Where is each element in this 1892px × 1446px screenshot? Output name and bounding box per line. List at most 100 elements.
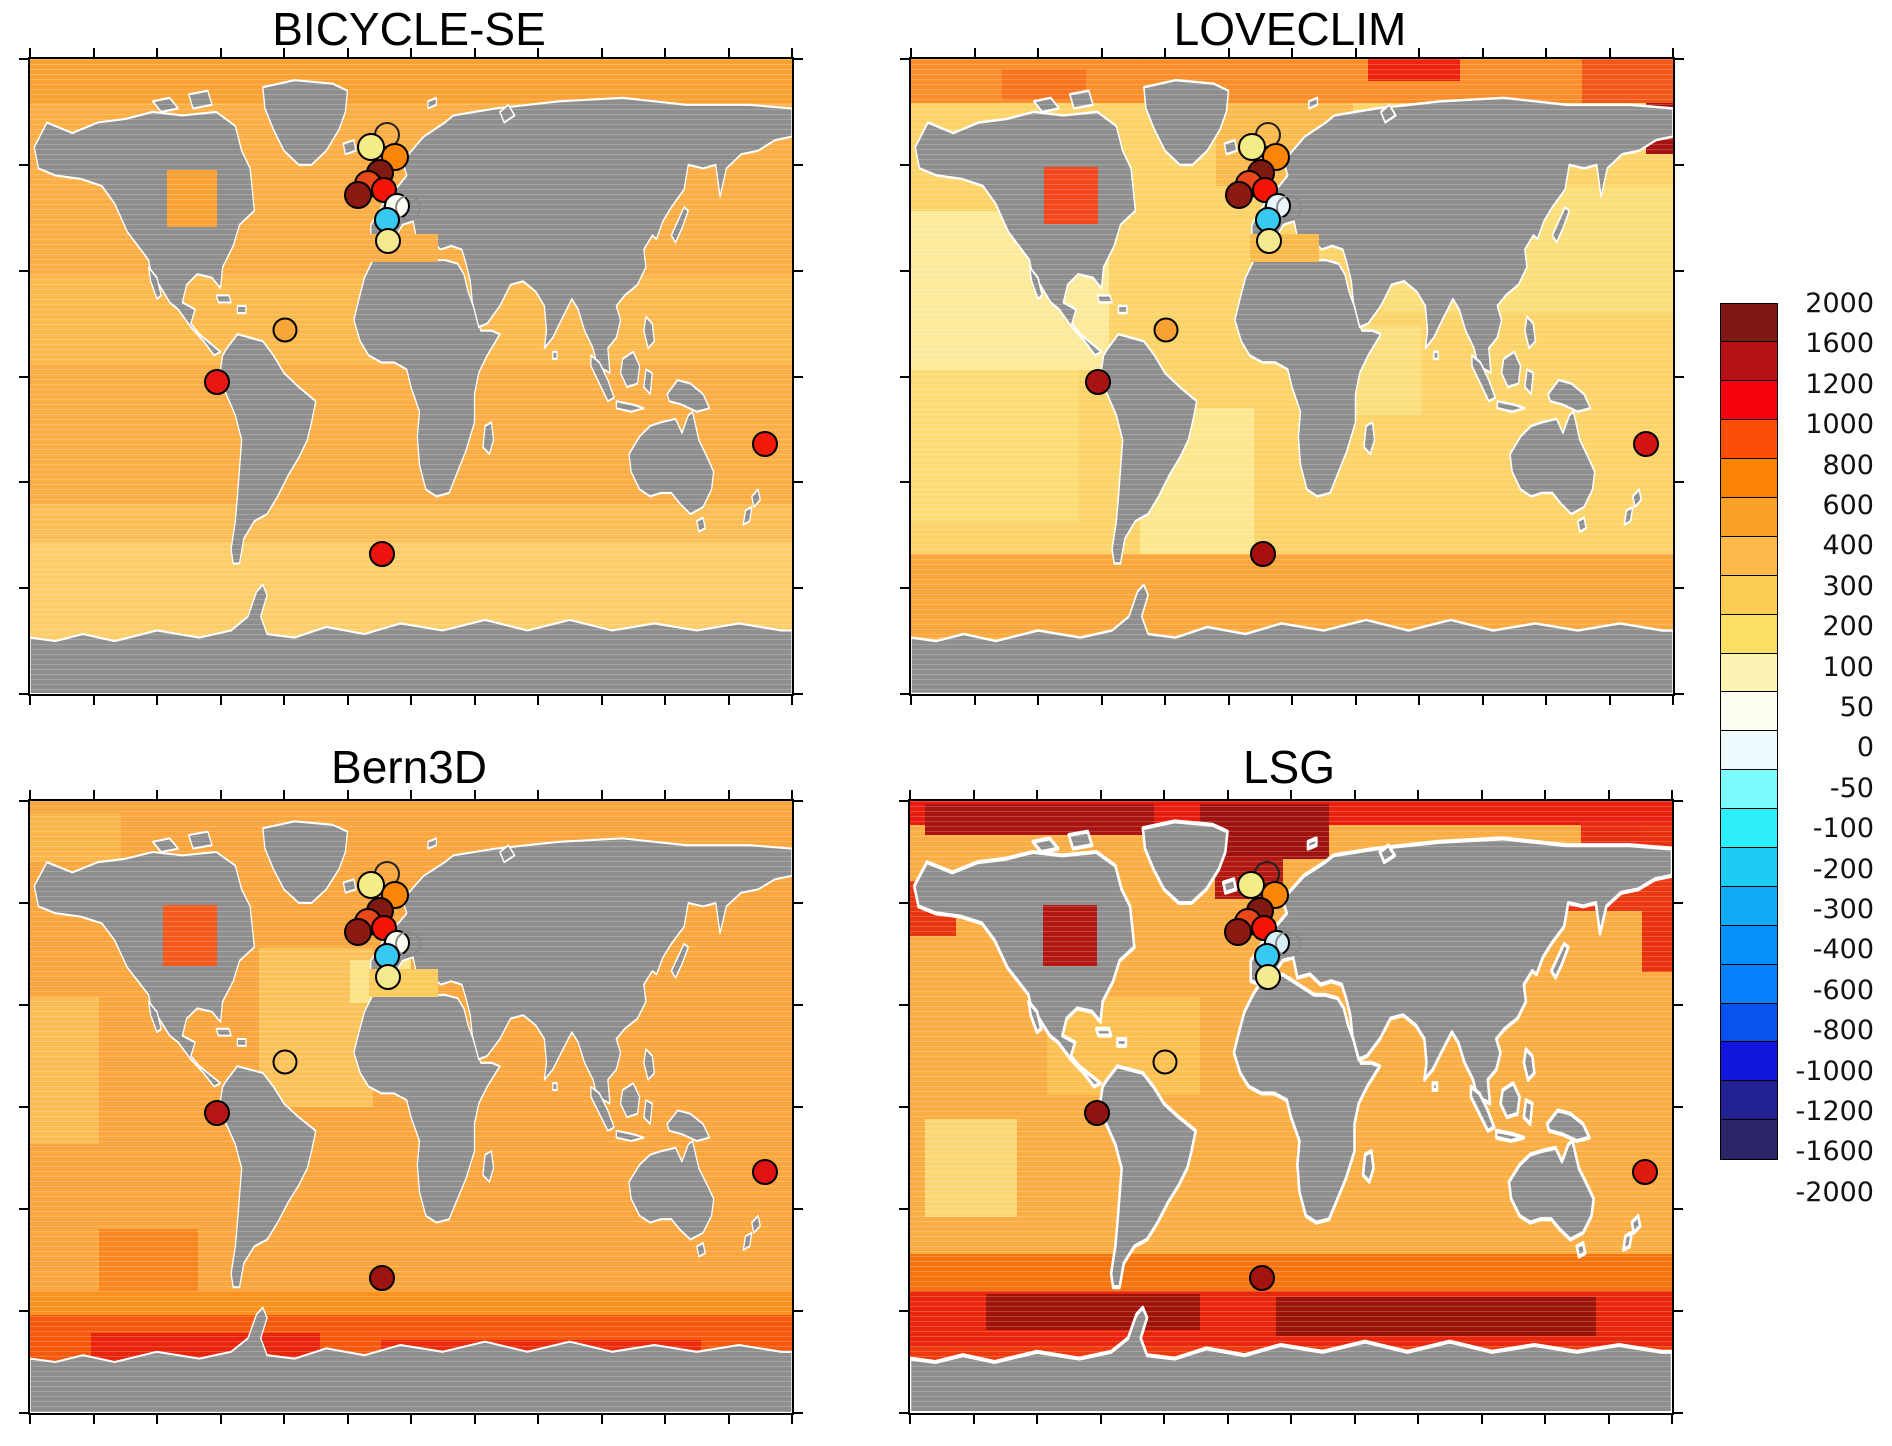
axis-tick-bottom (283, 1415, 285, 1424)
axis-tick-top (1353, 790, 1356, 799)
axis-tick-left (899, 1310, 908, 1312)
axis-tick-top (1607, 790, 1610, 799)
axis-tick-left (19, 1106, 28, 1108)
axis-tick-right (794, 693, 803, 695)
axis-tick-bottom (346, 696, 349, 705)
axis-tick-bottom (29, 696, 31, 705)
ocean-field-patch (986, 1293, 1200, 1331)
axis-tick-right (794, 1412, 803, 1414)
axis-tick-bottom (1544, 1415, 1546, 1424)
axis-tick-bottom (156, 1415, 158, 1424)
axis-tick-top (29, 790, 31, 799)
colorbar-tick-label: 100 (1822, 651, 1874, 683)
axis-tick-left (19, 587, 28, 590)
axis-tick-bottom (791, 1415, 793, 1424)
axis-tick-right (1675, 375, 1684, 378)
axis-tick-top (1671, 790, 1673, 799)
axis-tick-right (794, 1310, 803, 1312)
site-marker-na_paleyellow2 (375, 228, 402, 255)
colorbar-tick-label: 0 (1856, 732, 1874, 764)
ocean-field-patch (30, 59, 792, 104)
axis-tick-bottom (1100, 696, 1103, 705)
site-marker-swpacific (751, 1159, 778, 1186)
axis-tick-bottom (1226, 1415, 1229, 1424)
axis-tick-bottom (727, 1415, 730, 1424)
axis-tick-bottom (1418, 696, 1420, 705)
ocean-field-patch (1581, 59, 1673, 104)
site-marker-na_darkred2 (343, 180, 372, 209)
axis-tick-right (1674, 800, 1683, 802)
axis-tick-right (1675, 269, 1684, 272)
colorbar-tick-label: -2000 (1795, 1176, 1874, 1208)
axis-tick-right (794, 269, 803, 272)
axis-tick-left (19, 1310, 28, 1312)
axis-tick-top (600, 48, 603, 57)
axis-tick-top (473, 790, 476, 799)
ocean-field-patch (925, 1119, 1017, 1218)
colorbar-cell (1720, 808, 1778, 849)
inland-sea-field-patch (1043, 905, 1097, 967)
axis-tick-bottom (1672, 696, 1674, 705)
site-marker-na_open_mid (1274, 931, 1301, 958)
axis-tick-bottom (219, 1415, 222, 1424)
colorbar-tick-label: 400 (1822, 530, 1874, 562)
axis-tick-top (1227, 48, 1230, 57)
axis-tick-top (537, 790, 539, 799)
axis-tick-top (156, 790, 158, 799)
axis-tick-bottom (283, 696, 285, 705)
colorbar-cell (1720, 341, 1778, 382)
colorbar-tick-label: -600 (1812, 974, 1874, 1006)
colorbar-tick-label: 300 (1822, 570, 1874, 602)
colorbar-tick-label: 1600 (1805, 328, 1874, 360)
axis-tick-bottom (1480, 1415, 1483, 1424)
axis-tick-top (1163, 790, 1165, 799)
map-canvas-bicycle-se (30, 59, 792, 694)
axis-tick-bottom (1290, 1415, 1292, 1424)
colorbar-tick-label: 2000 (1805, 288, 1874, 319)
axis-tick-left (899, 1106, 908, 1108)
axis-tick-bottom (1417, 1415, 1419, 1424)
axis-tick-right (794, 58, 803, 60)
axis-tick-top (664, 48, 666, 57)
site-marker-na_open_mid (394, 931, 421, 958)
site-marker-swpacific (1632, 431, 1659, 458)
axis-tick-top (600, 790, 603, 799)
axis-tick-bottom (1036, 1415, 1038, 1424)
colorbar-tick-label: 800 (1822, 449, 1874, 481)
axis-tick-bottom (1607, 1415, 1610, 1424)
colorbar-cell (1720, 1080, 1778, 1121)
colorbar-tick-label: -200 (1812, 853, 1874, 885)
panel-bern3d (19, 790, 803, 1424)
axis-tick-top (346, 48, 349, 57)
colorbar-tick-label: -400 (1812, 934, 1874, 966)
axis-tick-top (1226, 790, 1229, 799)
site-marker-na_darkred2 (343, 917, 372, 946)
axis-tick-left (900, 693, 909, 695)
site-marker-swpacific (1631, 1159, 1658, 1186)
axis-tick-top (1608, 48, 1611, 57)
axis-tick-right (794, 1004, 803, 1006)
inland-sea-field-patch (167, 170, 217, 228)
site-marker-epacific (204, 369, 231, 396)
axis-tick-left (19, 481, 28, 484)
axis-tick-right (1675, 481, 1684, 484)
continents-layer (910, 801, 1672, 1413)
axis-tick-bottom (1291, 696, 1293, 705)
site-marker-na_paleyellow2 (1255, 963, 1282, 990)
continents-layer (30, 78, 792, 694)
axis-tick-left (19, 1004, 28, 1006)
axis-tick-bottom (1164, 696, 1166, 705)
panel-loveclim (900, 48, 1684, 705)
site-marker-na_cyan (1255, 207, 1282, 234)
axis-tick-top (346, 790, 349, 799)
axis-tick-bottom (346, 1415, 349, 1424)
axis-tick-bottom (410, 1415, 412, 1424)
axis-tick-left (19, 163, 28, 166)
site-marker-na_yellow (1237, 132, 1266, 161)
axis-tick-top (791, 48, 793, 57)
colorbar-tick-label: -50 (1829, 772, 1874, 804)
axis-tick-right (794, 902, 803, 904)
continents-layer (30, 819, 792, 1413)
colorbar-tick-label: -1000 (1795, 1055, 1874, 1087)
